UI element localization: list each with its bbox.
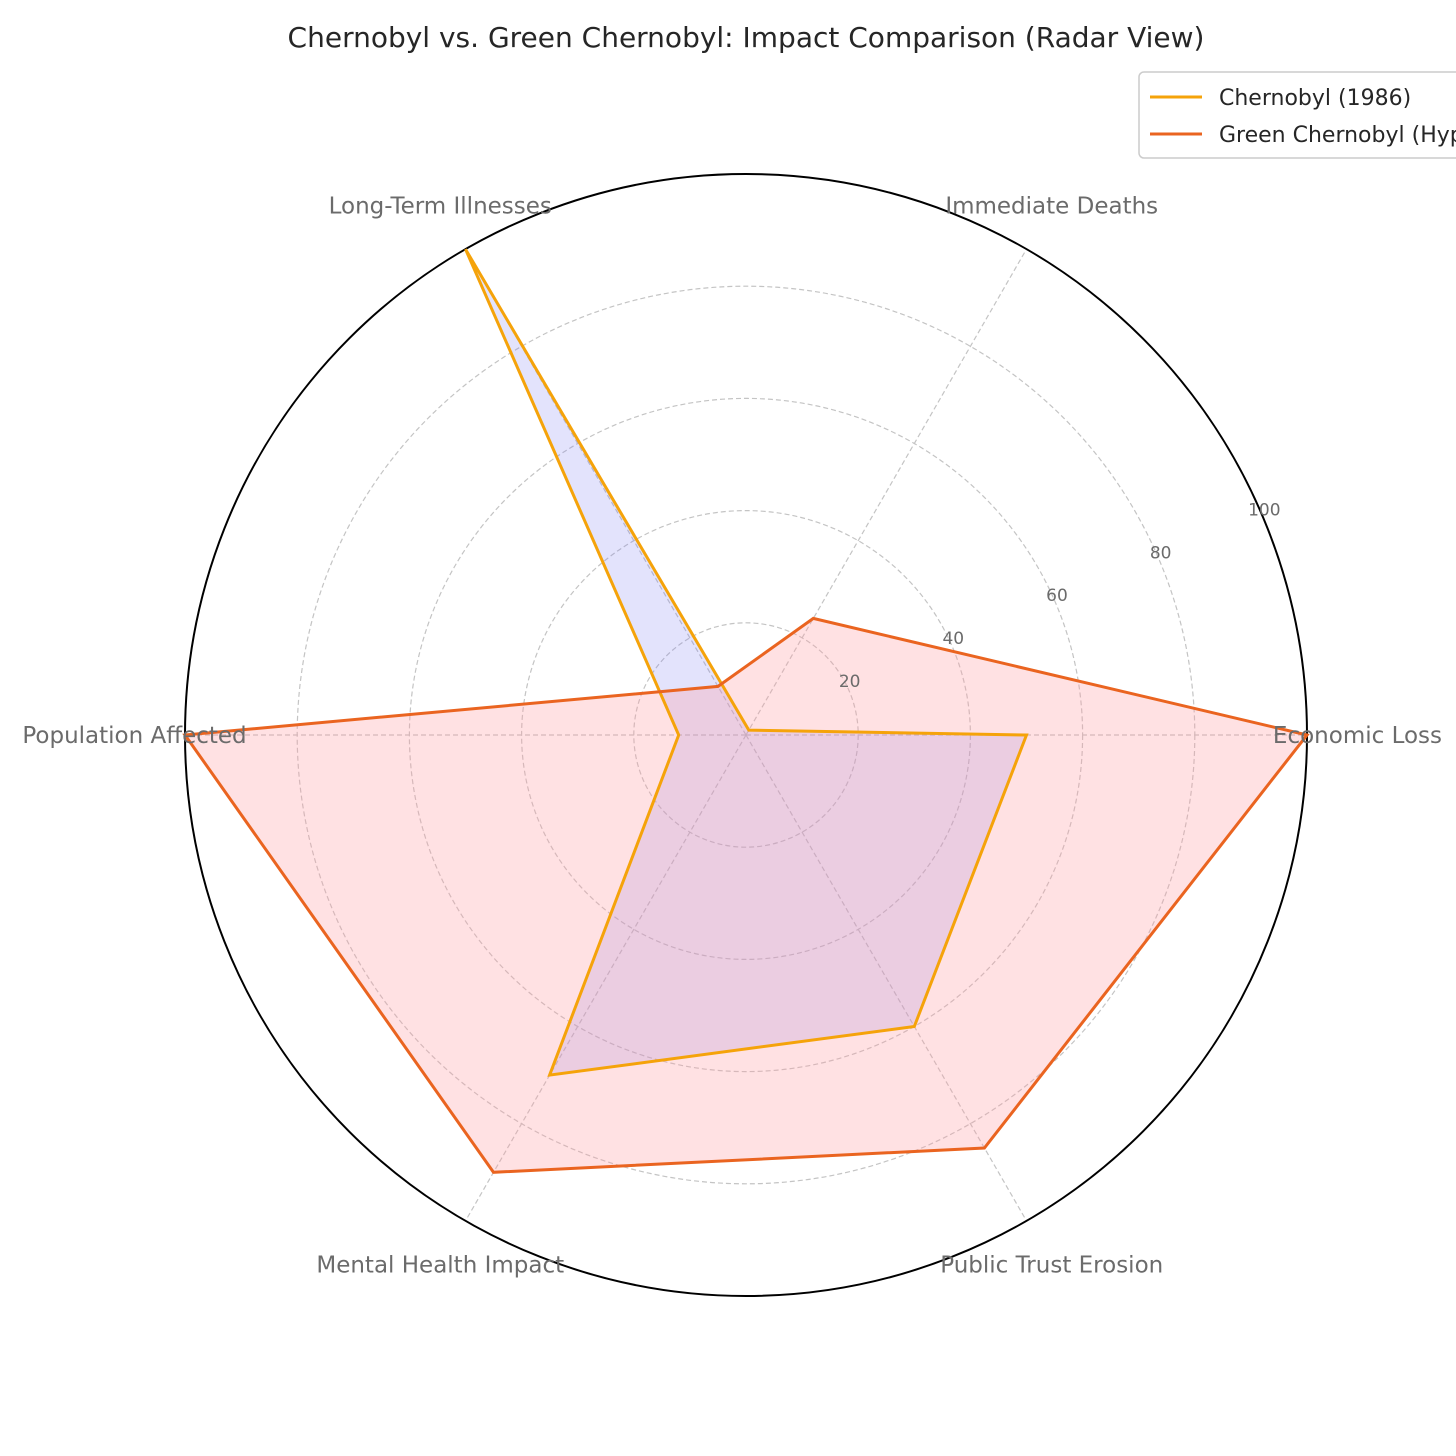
category-label: Economic Loss	[1273, 723, 1442, 749]
category-label: Mental Health Impact	[316, 1253, 564, 1279]
series-fill	[185, 618, 1307, 1173]
series-line	[182, 616, 1310, 1174]
series-layer	[182, 248, 1310, 1174]
series-line	[464, 248, 1029, 1077]
category-labels: Economic Loss Immediate Deaths Long-Term I…	[22, 193, 1442, 1278]
legend-label: Green Chernobyl (Hypothetical)	[1219, 123, 1456, 148]
grid-spoke	[464, 734, 747, 1222]
radial-tick-label: 100	[1248, 500, 1280, 520]
category-label: Public Trust Erosion	[940, 1253, 1163, 1279]
category-label: Immediate Deaths	[945, 193, 1158, 219]
legend-label: Chernobyl (1986)	[1219, 86, 1411, 111]
grid-spoke	[745, 248, 1028, 736]
series-fill	[465, 249, 1027, 1076]
radial-tick-label: 80	[1150, 543, 1172, 563]
chart-title: Chernobyl vs. Green Chernobyl: Impact Co…	[288, 21, 1205, 54]
radial-tick-label: 40	[942, 629, 964, 649]
radial-tick-labels: 20 40 60 80 100	[839, 500, 1281, 692]
radial-tick-label: 60	[1046, 586, 1068, 606]
radial-tick-label: 20	[839, 672, 861, 692]
legend: Chernobyl (1986) Green Chernobyl (Hypothe…	[1138, 71, 1456, 159]
grid-spoke	[745, 734, 1028, 1222]
category-label: Long-Term Illnesses	[329, 193, 552, 219]
category-label: Population Affected	[22, 723, 246, 749]
legend-box	[1138, 71, 1456, 159]
